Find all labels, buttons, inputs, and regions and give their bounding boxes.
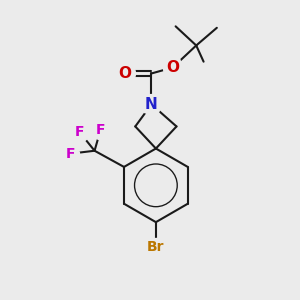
Text: F: F — [66, 147, 75, 161]
Text: F: F — [75, 125, 85, 140]
Text: N: N — [145, 97, 158, 112]
Text: O: O — [166, 60, 179, 75]
Text: F: F — [96, 123, 105, 137]
Text: O: O — [118, 66, 131, 81]
Text: Br: Br — [147, 240, 165, 254]
